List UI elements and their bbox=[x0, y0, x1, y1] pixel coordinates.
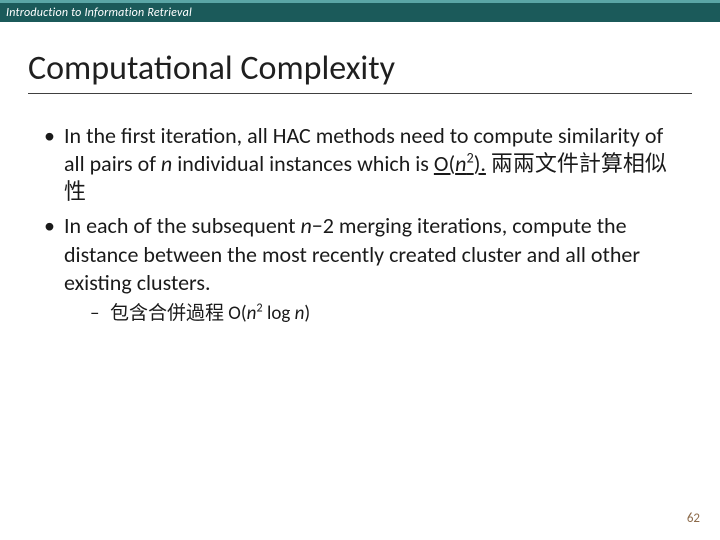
bullet-1: In the first iteration, all HAC methods … bbox=[40, 122, 680, 206]
sub-n2: n bbox=[295, 302, 305, 325]
bullet-2-n: n bbox=[300, 212, 311, 239]
bigo-close: ). bbox=[474, 150, 486, 177]
title-container: Computational Complexity bbox=[0, 22, 720, 100]
slide-body: In the first iteration, all HAC methods … bbox=[0, 100, 720, 327]
sub-close: ) bbox=[304, 302, 310, 325]
bullet-2-minus: − bbox=[312, 212, 323, 239]
bigo-n: n bbox=[455, 150, 466, 177]
bullet-list-level1: In the first iteration, all HAC methods … bbox=[40, 122, 680, 327]
sub-bullet-1: 包含合併過程 O(n2 log n) bbox=[64, 301, 680, 327]
course-header-bar: Introduction to Information Retrieval bbox=[0, 0, 720, 22]
bigo-exp: 2 bbox=[466, 149, 473, 167]
slide-title: Computational Complexity bbox=[28, 48, 692, 94]
page-number: 62 bbox=[687, 511, 700, 526]
bullet-list-level2: 包含合併過程 O(n2 log n) bbox=[64, 301, 680, 327]
bigo-open: O( bbox=[434, 150, 455, 177]
bullet-1-bigo: O(n2). bbox=[434, 150, 486, 177]
bullet-1-n: n bbox=[161, 150, 172, 177]
bullet-2-two: 2 bbox=[323, 212, 334, 239]
bullet-1-text-b: individual instances which is bbox=[172, 150, 434, 177]
sub-text-a: 包含合併過程 O( bbox=[110, 302, 247, 325]
course-header-label: Introduction to Information Retrieval bbox=[0, 6, 192, 20]
sub-text-b: log bbox=[263, 302, 295, 325]
bullet-2-text-a: In each of the subsequent bbox=[64, 212, 300, 239]
bullet-2: In each of the subsequent n−2 merging it… bbox=[40, 212, 680, 326]
sub-n: n bbox=[247, 302, 257, 325]
